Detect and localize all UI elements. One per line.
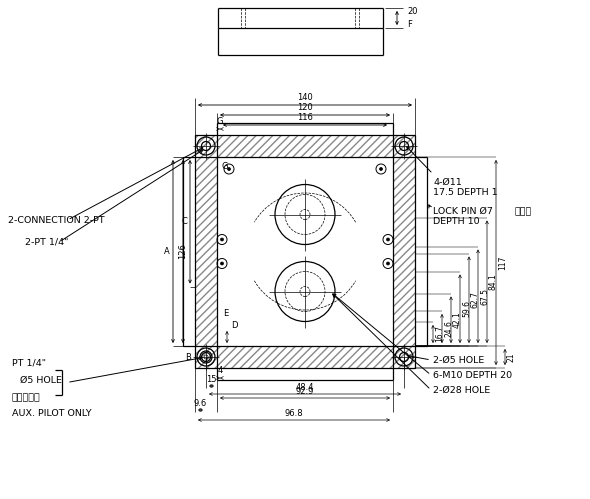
Text: 126: 126: [179, 244, 188, 259]
Text: 84.1: 84.1: [489, 273, 498, 290]
Bar: [393, 135, 415, 368]
Bar: [195, 346, 415, 368]
Text: E: E: [223, 308, 228, 317]
Text: C: C: [181, 217, 187, 226]
Text: 4: 4: [217, 366, 222, 375]
Text: 59.6: 59.6: [462, 300, 471, 317]
Text: 4-Ø11
17.5 DEPTH 1: 4-Ø11 17.5 DEPTH 1: [433, 178, 497, 198]
Text: D: D: [231, 321, 238, 330]
Circle shape: [228, 168, 231, 171]
Text: 輔助引導孔: 輔助引導孔: [12, 394, 41, 403]
Circle shape: [221, 238, 224, 241]
Text: B: B: [185, 352, 191, 361]
Text: 16.7: 16.7: [435, 325, 444, 342]
Text: 2-Ø5 HOLE: 2-Ø5 HOLE: [433, 355, 484, 364]
Bar: [195, 135, 415, 157]
Text: 48.4: 48.4: [296, 383, 314, 392]
Bar: [195, 135, 415, 368]
Text: G: G: [217, 117, 223, 126]
Text: 20: 20: [407, 7, 418, 16]
Text: 2-Ø28 HOLE: 2-Ø28 HOLE: [433, 386, 490, 395]
Text: 6-M10 DEPTH 20: 6-M10 DEPTH 20: [433, 370, 512, 380]
Text: AUX. PILOT ONLY: AUX. PILOT ONLY: [12, 409, 91, 418]
Text: 42.1: 42.1: [453, 311, 462, 328]
Text: 96.8: 96.8: [285, 409, 303, 418]
Text: 117: 117: [498, 255, 507, 269]
Circle shape: [221, 262, 224, 265]
Text: 9.6: 9.6: [194, 399, 207, 408]
Text: Ø5 HOLE: Ø5 HOLE: [20, 376, 62, 385]
Text: A: A: [164, 247, 170, 256]
Bar: [195, 135, 415, 368]
Text: 116: 116: [297, 113, 313, 122]
Text: 2-PT 1/4": 2-PT 1/4": [25, 238, 68, 247]
Bar: [217, 157, 393, 346]
Text: 2-CONNECTION 2-PT: 2-CONNECTION 2-PT: [8, 216, 104, 225]
Text: 67.5: 67.5: [480, 288, 489, 305]
Text: PT 1/4": PT 1/4": [12, 358, 46, 367]
Text: 固定税: 固定税: [515, 208, 532, 217]
Text: 15: 15: [206, 375, 217, 384]
Bar: [195, 135, 217, 368]
Text: LOCK PIN Ø7
DEPTH 10: LOCK PIN Ø7 DEPTH 10: [433, 207, 493, 227]
Text: G: G: [222, 162, 228, 171]
Text: 62.7: 62.7: [471, 291, 480, 308]
Circle shape: [386, 262, 389, 265]
Text: 120: 120: [297, 103, 313, 112]
Text: 24.6: 24.6: [444, 320, 453, 337]
Circle shape: [386, 238, 389, 241]
Text: F: F: [407, 20, 412, 29]
Text: 140: 140: [297, 93, 313, 102]
Text: 92.9: 92.9: [296, 387, 314, 396]
Circle shape: [379, 168, 382, 171]
Text: 21: 21: [507, 352, 516, 362]
